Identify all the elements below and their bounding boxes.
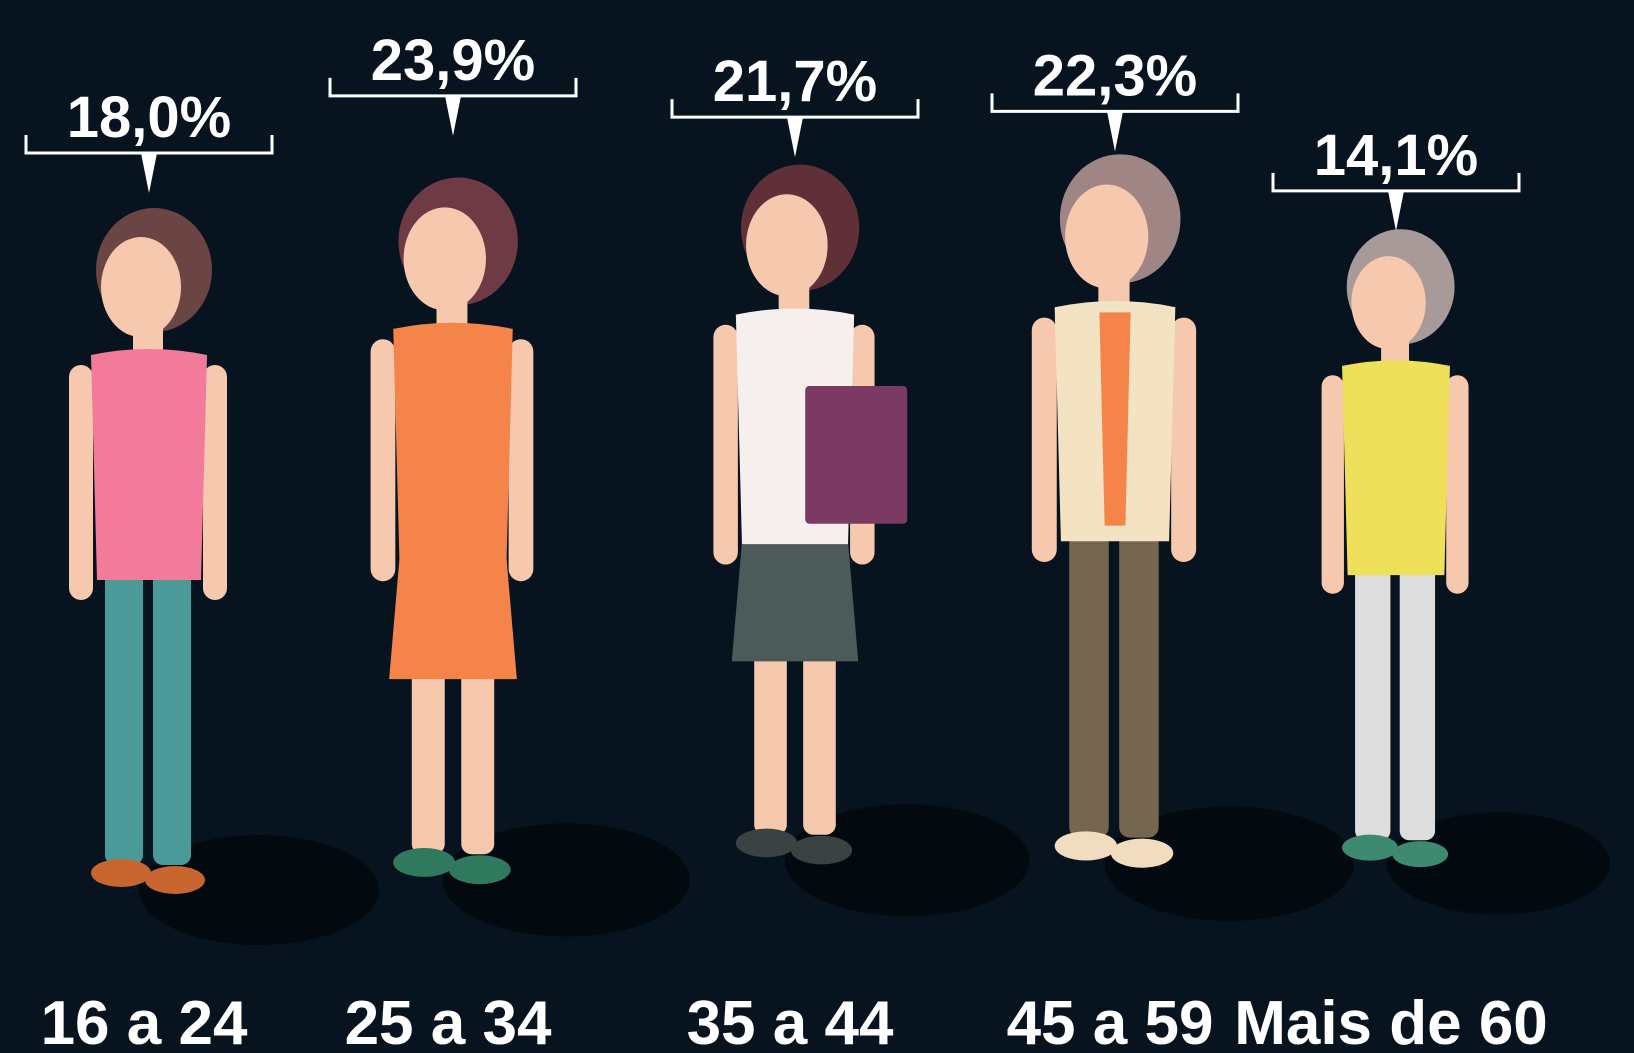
leg xyxy=(153,565,191,865)
torso xyxy=(393,322,513,561)
arm xyxy=(1321,375,1344,594)
torso xyxy=(91,349,207,580)
arm xyxy=(508,339,534,582)
shadow xyxy=(139,835,379,945)
value-label: 22,3% xyxy=(1033,43,1197,108)
head xyxy=(101,237,181,337)
pointer xyxy=(1107,111,1123,152)
leg xyxy=(1119,525,1159,838)
figure xyxy=(713,164,1030,917)
shadow xyxy=(1104,806,1355,921)
value-label: 18,0% xyxy=(67,85,231,150)
leg xyxy=(803,610,836,835)
torso xyxy=(1342,360,1450,576)
category-label: 45 a 59 xyxy=(1007,989,1214,1053)
shadow xyxy=(1386,812,1610,915)
arm xyxy=(1171,317,1197,562)
head xyxy=(403,207,486,311)
pointer xyxy=(445,95,461,136)
leg xyxy=(105,565,143,865)
shoe xyxy=(91,859,151,887)
skirt xyxy=(731,518,859,662)
shoe xyxy=(790,835,853,865)
category-label: 16 a 24 xyxy=(41,989,248,1053)
skirt xyxy=(389,534,517,680)
shoe xyxy=(1342,834,1398,861)
figure xyxy=(69,208,379,945)
value-label: 21,7% xyxy=(713,49,877,114)
arm xyxy=(1446,375,1469,594)
shoe xyxy=(735,828,798,858)
leg xyxy=(754,610,787,835)
leg xyxy=(1069,525,1109,838)
shadow xyxy=(442,823,690,937)
bracket xyxy=(670,99,920,119)
category-label: 35 a 44 xyxy=(687,989,894,1053)
arm xyxy=(370,339,396,582)
shoe xyxy=(448,855,511,885)
shirt xyxy=(1099,312,1131,526)
shadow xyxy=(784,804,1030,917)
head xyxy=(1351,256,1426,350)
leg xyxy=(1355,561,1391,841)
head xyxy=(746,194,828,297)
shoe xyxy=(1054,831,1118,861)
figure xyxy=(1031,154,1355,921)
figure xyxy=(1321,229,1610,915)
shoe xyxy=(145,866,205,894)
arm xyxy=(713,324,738,565)
arm xyxy=(1031,317,1057,562)
figure xyxy=(370,177,690,937)
folder xyxy=(805,386,908,524)
leg xyxy=(461,627,495,855)
pointer xyxy=(141,153,157,194)
leg xyxy=(411,627,445,855)
head xyxy=(1065,184,1149,289)
value-label: 14,1% xyxy=(1314,123,1478,188)
shoe xyxy=(1392,841,1449,868)
shoe xyxy=(1110,838,1174,868)
pointer xyxy=(1388,190,1404,231)
category-label: Mais de 60 xyxy=(1234,989,1548,1053)
category-label: 25 a 34 xyxy=(345,989,552,1053)
value-label: 23,9% xyxy=(371,28,535,93)
shoe xyxy=(393,848,456,877)
arm xyxy=(69,365,93,600)
arm xyxy=(203,365,227,600)
leg xyxy=(1399,561,1436,841)
pointer xyxy=(787,117,803,158)
